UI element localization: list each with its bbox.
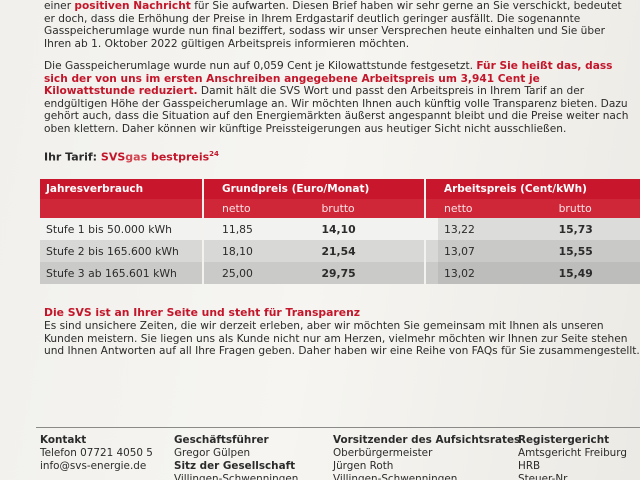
- footer-line: Gregor Gülpen: [174, 447, 251, 459]
- divider: [423, 240, 438, 262]
- footer-line: Steuer-Nr. 22108/81702: [518, 473, 570, 480]
- footer-rule: [36, 427, 640, 428]
- cell: 21,54: [307, 240, 425, 262]
- section-heading: Die SVS ist an Ihrer Seite und steht für…: [44, 306, 361, 319]
- footer-column: Geschäftsführer Gregor Gülpen Sitz der Ges…: [174, 434, 298, 480]
- column-header: Jahresverbrauch: [40, 179, 203, 199]
- divider: [423, 179, 438, 199]
- update-paragraph: Die Gasspeicherumlage wurde nun auf 0,05…: [44, 60, 634, 136]
- subheader: netto: [437, 199, 499, 218]
- footer-heading: Geschäftsführer: [174, 434, 269, 446]
- cell: 13,02: [437, 262, 499, 284]
- subheader: brutto: [498, 199, 640, 218]
- footnote-ref: 24: [209, 150, 219, 158]
- cell: 29,75: [307, 262, 425, 284]
- footer-line: Amtsgericht Freiburg HRB: [518, 447, 627, 472]
- highlight: positiven Nachricht: [74, 0, 191, 12]
- divider: [202, 262, 216, 284]
- footer-line: Villingen-Schwenningen: [333, 473, 458, 480]
- cell: 11,85: [216, 218, 308, 240]
- cell: 15,49: [498, 262, 640, 284]
- cell: 13,07: [437, 240, 499, 262]
- table-row: Stufe 2 bis 165.600 kWh 18,10 21,54 13,07 15…: [40, 240, 640, 262]
- brand: bestpreis: [147, 150, 210, 164]
- footer-heading: Registergericht: [518, 434, 610, 446]
- footer-line: Telefon 07721 4050 5: [40, 447, 153, 459]
- cell: Stufe 1 bis 50.000 kWh: [40, 218, 203, 240]
- column-header: Grundpreis (Euro/Monat): [216, 179, 425, 199]
- cell: 15,55: [498, 240, 640, 262]
- footer-heading: Vorsitzender des Aufsichtsrates: [333, 434, 521, 446]
- price-table: Jahresverbrauch Grundpreis (Euro/Monat) …: [40, 179, 640, 284]
- header-row: Jahresverbrauch Grundpreis (Euro/Monat) …: [40, 179, 640, 199]
- brand: gas: [125, 150, 148, 164]
- cell: [40, 199, 203, 218]
- cell: 25,00: [216, 262, 308, 284]
- divider: [202, 199, 216, 218]
- footer-column: Registergericht Amtsgericht Freiburg HRB S…: [518, 434, 640, 480]
- divider: [202, 179, 216, 199]
- text: einer: [44, 0, 75, 12]
- table-row: Stufe 1 bis 50.000 kWh 11,85 14,10 13,22 15,…: [40, 218, 640, 240]
- divider: [423, 218, 438, 240]
- divider: [423, 262, 438, 284]
- text: Damit hält die SVS Wort und passt den Ar…: [44, 85, 629, 135]
- intro-paragraph: einer positiven Nachricht für Sie aufwar…: [44, 0, 634, 50]
- cell: 14,10: [307, 218, 425, 240]
- paragraph: Es sind unsichere Zeiten, die wir derzei…: [44, 320, 640, 358]
- table-row: Stufe 3 ab 165.601 kWh 25,00 29,75 13,02 15,…: [40, 262, 640, 284]
- divider: [423, 199, 438, 218]
- tariff-heading: Ihr Tarif: SVSgas bestpreis24: [44, 150, 219, 164]
- cell: Stufe 2 bis 165.600 kWh: [40, 240, 203, 262]
- divider: [202, 240, 216, 262]
- subheader: brutto: [307, 199, 425, 218]
- footer-line: info@svs-energie.de: [40, 460, 147, 472]
- footer-column: Vorsitzender des Aufsichtsrates Oberbürge…: [333, 434, 520, 480]
- table-body: Stufe 1 bis 50.000 kWh 11,85 14,10 13,22 15,…: [40, 218, 640, 284]
- divider: [202, 218, 216, 240]
- brand: SVS: [100, 150, 126, 164]
- cell: Stufe 3 ab 165.601 kWh: [40, 262, 203, 284]
- footer-line: Jürgen Roth: [333, 460, 394, 472]
- cell: 18,10: [216, 240, 308, 262]
- footer-heading: Kontakt: [40, 434, 87, 446]
- footer-line: Sitz der Gesellschaft: [174, 460, 296, 472]
- highlight: Für Sie heißt das, dass sich der von uns…: [44, 60, 613, 98]
- column-header: Arbeitspreis (Cent/kWh): [437, 179, 640, 199]
- text: Ihr Tarif:: [44, 150, 101, 164]
- cell: 13,22: [437, 218, 499, 240]
- text: für Sie aufwarten. Diesen Brief haben wi…: [44, 0, 622, 50]
- footer-line: Villingen-Schwenningen: [174, 473, 299, 480]
- footer-line: Oberbürgermeister: [333, 447, 433, 459]
- subheader: netto: [216, 199, 308, 218]
- text: Die Gasspeicherumlage wurde nun auf 0,05…: [44, 60, 477, 72]
- subheader-row: netto brutto netto brutto: [40, 199, 640, 218]
- footer-column: Kontakt Telefon 07721 4050 5 info@svs-ener…: [40, 434, 153, 473]
- cell: 15,73: [498, 218, 640, 240]
